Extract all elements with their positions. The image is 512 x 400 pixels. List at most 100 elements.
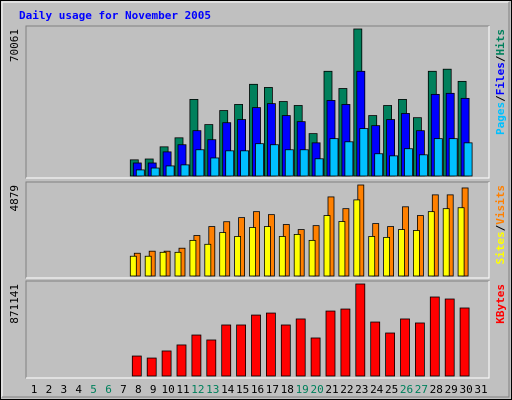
bar [195,149,205,177]
legend-entry: Hits [494,29,507,56]
bar [314,158,324,177]
x-tick-label: 12 [191,383,204,396]
bar [189,239,197,277]
bar [353,199,361,277]
bar [176,344,187,377]
bar [191,334,202,377]
bar [323,215,331,277]
bar [234,236,242,277]
x-tick-label: 28 [430,383,443,396]
x-tick-label: 7 [120,383,127,396]
bar [340,308,351,377]
bar [210,157,220,177]
bar [251,314,261,377]
bar [129,255,137,277]
bar [355,283,366,377]
x-tick-label: 5 [90,383,97,396]
bar [225,150,235,177]
x-tick-label: 31 [474,383,487,396]
bar [368,236,376,277]
bar [344,141,354,177]
x-tick-label: 22 [340,383,353,396]
x-tick-label: 17 [266,383,279,396]
bar [180,164,190,177]
bar [280,324,291,377]
bar [338,221,346,277]
legend-separator: / [494,95,507,102]
bar [457,207,465,277]
bar [159,251,167,277]
bar [383,236,391,277]
bar [418,154,428,177]
x-tick-label: 15 [236,383,249,396]
legend-entry: Sites [494,231,507,264]
bar [442,208,450,277]
bar [463,142,473,177]
x-tick-label: 3 [60,383,67,396]
bar [429,296,440,377]
bar [284,149,294,177]
x-tick-label: 8 [135,383,142,396]
panel-bevel [26,182,490,279]
y-max-label: 4879 [8,185,21,212]
bar [374,153,384,177]
bar [427,211,435,277]
legend-entry: KBytes [494,284,507,324]
bar [206,339,217,377]
x-tick-label: 30 [459,383,472,396]
legend-entry: Pages [494,102,507,135]
bar [414,322,425,377]
bar [299,149,309,177]
bar [404,148,413,177]
bar [278,236,286,277]
bar [174,251,182,277]
bar [412,230,420,277]
bar [359,128,369,177]
bar [161,350,172,377]
bar [131,355,142,377]
bar [269,144,279,177]
x-tick-label: 16 [251,383,264,396]
x-tick-label: 26 [400,383,413,396]
bar [150,167,160,177]
bar [249,227,256,277]
x-tick-label: 23 [355,383,368,396]
panel-bevel [26,26,490,179]
legend: Pages/Files/Hits [494,29,507,135]
bar [389,155,399,177]
chart-title: Daily usage for November 2005 [19,9,211,22]
bar [165,165,175,177]
bar [219,232,227,277]
bar [146,357,157,377]
legend: KBytes [494,284,507,324]
x-tick-label: 19 [296,383,309,396]
bar [255,143,264,177]
panel-bevel [26,281,490,379]
legend-separator: / [494,224,507,231]
x-tick-label: 9 [150,383,157,396]
x-tick-label: 25 [385,383,398,396]
bar [329,138,339,177]
bar [293,234,301,277]
x-tick-label: 2 [46,383,53,396]
bar [135,169,145,177]
legend-entry: Files [494,62,507,95]
bar [265,312,276,377]
x-tick-label: 21 [325,383,338,396]
bar [400,318,410,377]
x-tick-label: 20 [310,383,323,396]
bar [310,337,321,377]
bar [204,243,212,277]
bar [308,239,316,277]
bar [459,307,470,377]
bar [221,324,232,377]
bar [240,150,250,177]
y-max-label: 871141 [8,284,21,324]
bar [448,138,458,177]
x-tick-label: 24 [370,383,384,396]
legend: Sites/Visits [494,185,507,265]
x-tick-label: 13 [206,383,219,396]
